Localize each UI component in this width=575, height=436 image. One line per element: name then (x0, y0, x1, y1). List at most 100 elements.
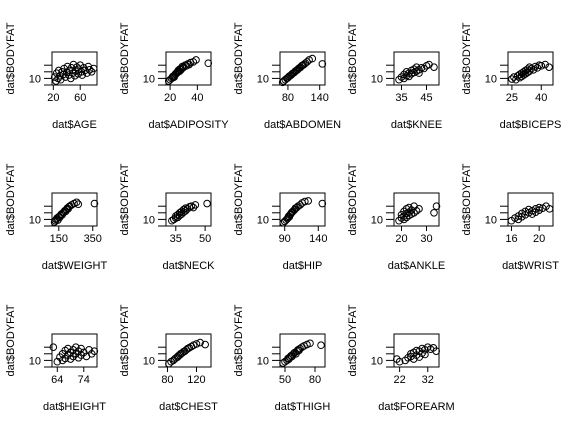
data-point (72, 198, 81, 207)
x-tick-label: 90 (279, 233, 291, 245)
data-point (201, 340, 209, 349)
x-axis-label: dat$KNEE (391, 119, 442, 131)
plot-frame (165, 192, 212, 227)
scatter-panel-6: 10 150 350 dat$WEIGHT dat$BODYFAT (5, 163, 107, 272)
data-point (317, 341, 325, 350)
data-point (290, 206, 298, 214)
scatter-panel-1: 10 20 60 dat$AGE dat$BODYFAT (5, 22, 98, 131)
data-point (415, 205, 423, 213)
y-axis-label: dat$BODYFAT (233, 163, 245, 235)
data-point (90, 347, 99, 355)
data-point (513, 71, 522, 80)
x-tick-label: 120 (187, 374, 205, 386)
data-point (183, 205, 192, 213)
y-axis-label: dat$BODYFAT (119, 22, 131, 94)
data-point (89, 64, 98, 73)
x-axis-label: dat$AGE (52, 119, 97, 131)
plot-frame (393, 51, 440, 86)
scatter-panel-10: 10 16 20 dat$WRIST dat$BODYFAT (461, 163, 559, 272)
x-tick-label: 35 (395, 92, 407, 104)
data-point (400, 74, 408, 83)
x-tick-label: 350 (84, 233, 102, 245)
data-point (294, 346, 302, 354)
scatter-panel-8: 10 90 140 dat$HIP dat$BODYFAT (233, 163, 327, 272)
x-axis-label: dat$ADIPOSITY (148, 119, 229, 131)
plot-frame (165, 51, 212, 86)
plot-frame (507, 51, 554, 86)
x-tick-label: 30 (420, 233, 432, 245)
x-axis-label: dat$ANKLE (388, 260, 445, 272)
data-point (318, 60, 327, 68)
data-point (541, 60, 549, 69)
data-point (77, 68, 86, 76)
y-axis-label: dat$BODYFAT (5, 163, 17, 235)
data-point (49, 343, 58, 352)
y-tick-label: 10 (371, 73, 383, 85)
data-point (306, 339, 314, 348)
plot-frame (165, 333, 212, 368)
data-point (187, 202, 196, 210)
y-tick-label: 10 (143, 73, 155, 85)
x-tick-label: 50 (279, 374, 291, 386)
y-tick-label: 10 (29, 355, 41, 367)
plot-frame (279, 333, 326, 368)
y-tick-label: 10 (143, 355, 155, 367)
data-point (308, 54, 317, 63)
data-point (191, 201, 200, 209)
y-tick-label: 10 (485, 73, 497, 85)
data-point (430, 63, 438, 71)
plot-frame (51, 192, 98, 227)
data-point (415, 66, 423, 74)
y-tick-label: 10 (257, 355, 269, 367)
data-point (545, 63, 553, 71)
x-tick-label: 20 (395, 233, 407, 245)
x-axis-label: dat$FOREARM (378, 401, 454, 413)
data-point (296, 344, 304, 353)
data-point (50, 73, 59, 81)
data-point (196, 338, 204, 347)
data-point (72, 343, 80, 352)
scatter-panel-4: 10 35 45 dat$KNEE dat$BODYFAT (347, 22, 442, 131)
data-point (279, 359, 287, 367)
data-point (519, 68, 528, 76)
data-point (508, 75, 516, 83)
data-point (420, 64, 428, 73)
data-point (278, 78, 287, 87)
x-tick-label: 32 (422, 374, 434, 386)
data-point (77, 344, 85, 353)
y-tick-label: 10 (29, 73, 41, 85)
y-axis-label: dat$BODYFAT (347, 22, 359, 94)
x-axis-label: dat$THIGH (275, 401, 331, 413)
y-axis-label: dat$BODYFAT (5, 304, 17, 376)
data-point (279, 218, 288, 227)
y-tick-label: 10 (371, 355, 383, 367)
data-point (66, 348, 75, 357)
x-axis-label: dat$HEIGHT (43, 401, 106, 413)
x-axis-label: dat$WRIST (502, 260, 559, 272)
y-tick-label: 10 (29, 214, 41, 226)
data-point (395, 75, 403, 84)
plot-frame (393, 192, 440, 227)
data-point (84, 62, 93, 71)
data-point (395, 357, 404, 366)
data-point (430, 209, 438, 217)
data-point (407, 206, 416, 214)
data-point (515, 73, 524, 82)
x-tick-label: 140 (309, 233, 327, 245)
data-point (517, 69, 526, 77)
data-point (517, 72, 526, 81)
data-point (421, 350, 429, 359)
data-point (304, 197, 313, 205)
data-point (185, 60, 193, 69)
y-axis-label: dat$BODYFAT (461, 163, 473, 235)
y-tick-label: 10 (371, 214, 383, 226)
data-point (537, 62, 546, 70)
scatter-panel-11: 10 64 74 dat$HEIGHT dat$BODYFAT (5, 304, 106, 413)
data-point (303, 58, 311, 66)
x-tick-label: 80 (161, 374, 173, 386)
x-tick-label: 74 (78, 374, 90, 386)
data-point (519, 71, 528, 79)
x-tick-label: 80 (309, 374, 321, 386)
x-tick-label: 20 (533, 233, 545, 245)
y-tick-label: 10 (143, 214, 155, 226)
